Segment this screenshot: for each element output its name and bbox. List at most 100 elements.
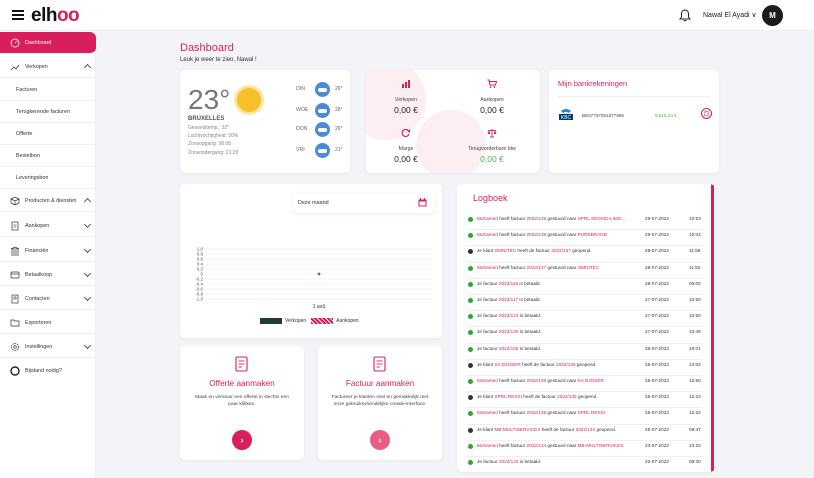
top-bar: elhoo Nawal El Ayadi ∨ M [0, 0, 814, 31]
log-link[interactable]: SPRL RESSI [494, 394, 522, 400]
data-point-aankopen[interactable] [317, 272, 321, 276]
sidebar-item-betaalkoop[interactable]: Betaalkoop [0, 264, 96, 286]
log-row[interactable]: Je klant SPRL RESSI heeft de factuur 202… [467, 392, 703, 409]
log-row[interactable]: Mohamed heeft factuur 2022/139 gestuurd … [467, 214, 703, 231]
log-row[interactable]: Mohamed heeft factuur 2022/136 gestuurd … [467, 376, 703, 393]
log-row[interactable]: Je factuur 2022/136 is betaald. 27-07-202… [467, 327, 703, 344]
log-text: is betaald. [518, 329, 542, 335]
sidebar-item-instellingen[interactable]: Instellingen [0, 336, 96, 358]
log-link[interactable]: 2022/116 [498, 280, 519, 286]
log-link[interactable]: OMNITEC [494, 248, 517, 254]
create-quote-button[interactable]: › [232, 430, 252, 450]
log-link[interactable]: 2022/117 [498, 297, 519, 302]
log-link[interactable]: SA DJOSER [494, 361, 521, 367]
y-tick-label: -0.2 [195, 277, 203, 282]
y-tick-label: 0.6 [197, 257, 204, 262]
log-link[interactable]: 2022/134 [526, 442, 547, 448]
scrollbar[interactable] [711, 184, 714, 472]
sidebar-item-label: Terugkerende facturen [16, 108, 70, 115]
log-date: 27-07-2022 [645, 313, 669, 319]
log-link[interactable]: OMNITEC [577, 264, 600, 270]
menu-icon[interactable] [12, 10, 24, 20]
sidebar-item-leveringsbon[interactable]: Leveringsbon [0, 167, 96, 189]
log-row[interactable]: Je factuur 2022/105 is betaald. 26-07-202… [467, 344, 703, 360]
sidebar-item-terugkerende-facturen[interactable]: Terugkerende facturen [0, 101, 96, 123]
log-link[interactable]: SPRL SENSID-LIMO... [577, 216, 626, 221]
log-row[interactable]: Je factuur 2022/132 is betaald. 22-07-202… [467, 457, 703, 472]
sidebar-item-label: Verkopen [25, 63, 48, 70]
log-link[interactable]: 2022/137 [526, 264, 547, 270]
log-link[interactable]: MB-MULTISERVICES [494, 426, 541, 432]
log-row[interactable]: Je factuur 2022/117 is betaald. 27-07-202… [467, 295, 703, 312]
log-row[interactable]: Je klant OMNITEC heeft de factuur 2022/1… [467, 246, 703, 263]
period-select[interactable]: Deze maand [293, 193, 435, 213]
log-text: Je klant [477, 248, 495, 254]
log-link[interactable]: SA DJOSER [577, 378, 604, 383]
stat-label: Terugvorderbare btw [468, 146, 516, 152]
trash-icon[interactable] [701, 108, 712, 119]
log-link[interactable]: Mohamed [477, 232, 498, 238]
log-message: Je factuur 2022/116 is betaald. [477, 281, 637, 287]
log-row[interactable]: Je factuur 2022/123 is betaald. 27-07-202… [467, 311, 703, 328]
log-text: Je klant [477, 361, 495, 367]
sidebar-item-exporteren[interactable]: Exporteren [0, 312, 96, 334]
sidebar-item-dashboard[interactable]: Dashboard [0, 32, 96, 54]
avatar[interactable]: M [762, 5, 783, 26]
log-text: heeft factuur [497, 216, 527, 221]
log-link[interactable]: 2022/135 [526, 410, 547, 416]
log-message: Mohamed heeft factuur 2022/138 gestuurd … [477, 232, 637, 238]
chevron-down-icon [83, 220, 92, 229]
log-link[interactable]: 2022/134 [575, 426, 596, 432]
log-link[interactable]: 2022/105 [498, 345, 519, 351]
sidebar-item-financien[interactable]: Financiën [0, 240, 96, 262]
log-row[interactable]: Mohamed heeft factuur 2022/134 gestuurd … [467, 441, 703, 457]
sidebar-item-offerte[interactable]: Offerte [0, 123, 96, 145]
sidebar-item-contacten[interactable]: Contacten [0, 288, 96, 310]
log-link[interactable]: 2022/123 [498, 313, 519, 319]
log-link[interactable]: 2022/136 [555, 361, 576, 367]
log-row[interactable]: Je factuur 2022/116 is betaald. 28-07-202… [467, 279, 703, 295]
log-link[interactable]: Mohamed [477, 378, 498, 383]
log-link[interactable]: 2022/132 [498, 459, 519, 464]
sidebar-item-bestelbon[interactable]: Bestelbon [0, 145, 96, 167]
sidebar-item-label: Offerte [16, 130, 33, 137]
stat-aankopen: Aankopen 0,00 € [452, 79, 532, 115]
sidebar-item-facturen[interactable]: Facturen [0, 79, 96, 101]
log-row[interactable]: Mohamed heeft factuur 2022/138 gestuurd … [467, 230, 703, 247]
log-link[interactable]: 2022/136 [498, 329, 519, 335]
log-link[interactable]: Mohamed [477, 442, 498, 448]
log-link[interactable]: 2022/137 [551, 248, 571, 254]
bell-icon[interactable] [679, 9, 691, 22]
log-link[interactable]: SPRL RESSI [577, 410, 606, 416]
log-link[interactable]: MB-MULTISERVICES [577, 442, 624, 448]
log-message: Je klant OMNITEC heeft de factuur 2022/1… [477, 248, 637, 254]
page-title: Dashboard [180, 42, 234, 54]
log-row[interactable]: Mohamed heeft factuur 2022/137 gestuurd … [467, 263, 703, 279]
status-dot [468, 411, 473, 417]
log-row[interactable]: Je klant SA DJOSER heeft de factuur 2022… [467, 360, 703, 376]
log-link[interactable]: 2022/136 [526, 378, 547, 383]
log-link[interactable]: 2022/135 [557, 394, 577, 400]
sidebar-item-aankopen[interactable]: Aankopen [0, 215, 96, 237]
logo[interactable]: elhoo [31, 5, 80, 27]
log-link[interactable]: Mohamed [477, 410, 498, 416]
log-text: heeft factuur [497, 378, 527, 383]
log-link[interactable]: Mohamed [477, 216, 498, 221]
user-menu[interactable]: Nawal El Ayadi ∨ [703, 11, 757, 19]
log-link[interactable]: 2022/138 [526, 232, 547, 238]
sidebar-item-producten[interactable]: Producten & diensten [0, 190, 96, 212]
calendar-icon [418, 198, 427, 207]
log-link[interactable]: 2022/139 [526, 216, 547, 221]
sidebar-item-verkopen[interactable]: Verkopen [0, 56, 96, 78]
log-text: gestuurd naar [546, 216, 578, 221]
create-invoice-button[interactable]: › [370, 430, 390, 450]
forecast-temp: 26° [335, 126, 343, 132]
log-link[interactable]: Mohamed [477, 264, 498, 270]
sidebar-item-bijstand[interactable]: Bijstand nodig? [0, 360, 96, 382]
log-link[interactable]: PUREBRAND [577, 232, 608, 238]
log-row[interactable]: Je klant MB-MULTISERVICES heeft de factu… [467, 425, 703, 441]
legend-swatch-aankopen[interactable] [311, 318, 334, 324]
stat-marge: Marge 0,00 € [366, 128, 446, 164]
legend-swatch-verkopen[interactable] [260, 318, 282, 324]
log-row[interactable]: Mohamed heeft factuur 2022/135 gestuurd … [467, 408, 703, 425]
